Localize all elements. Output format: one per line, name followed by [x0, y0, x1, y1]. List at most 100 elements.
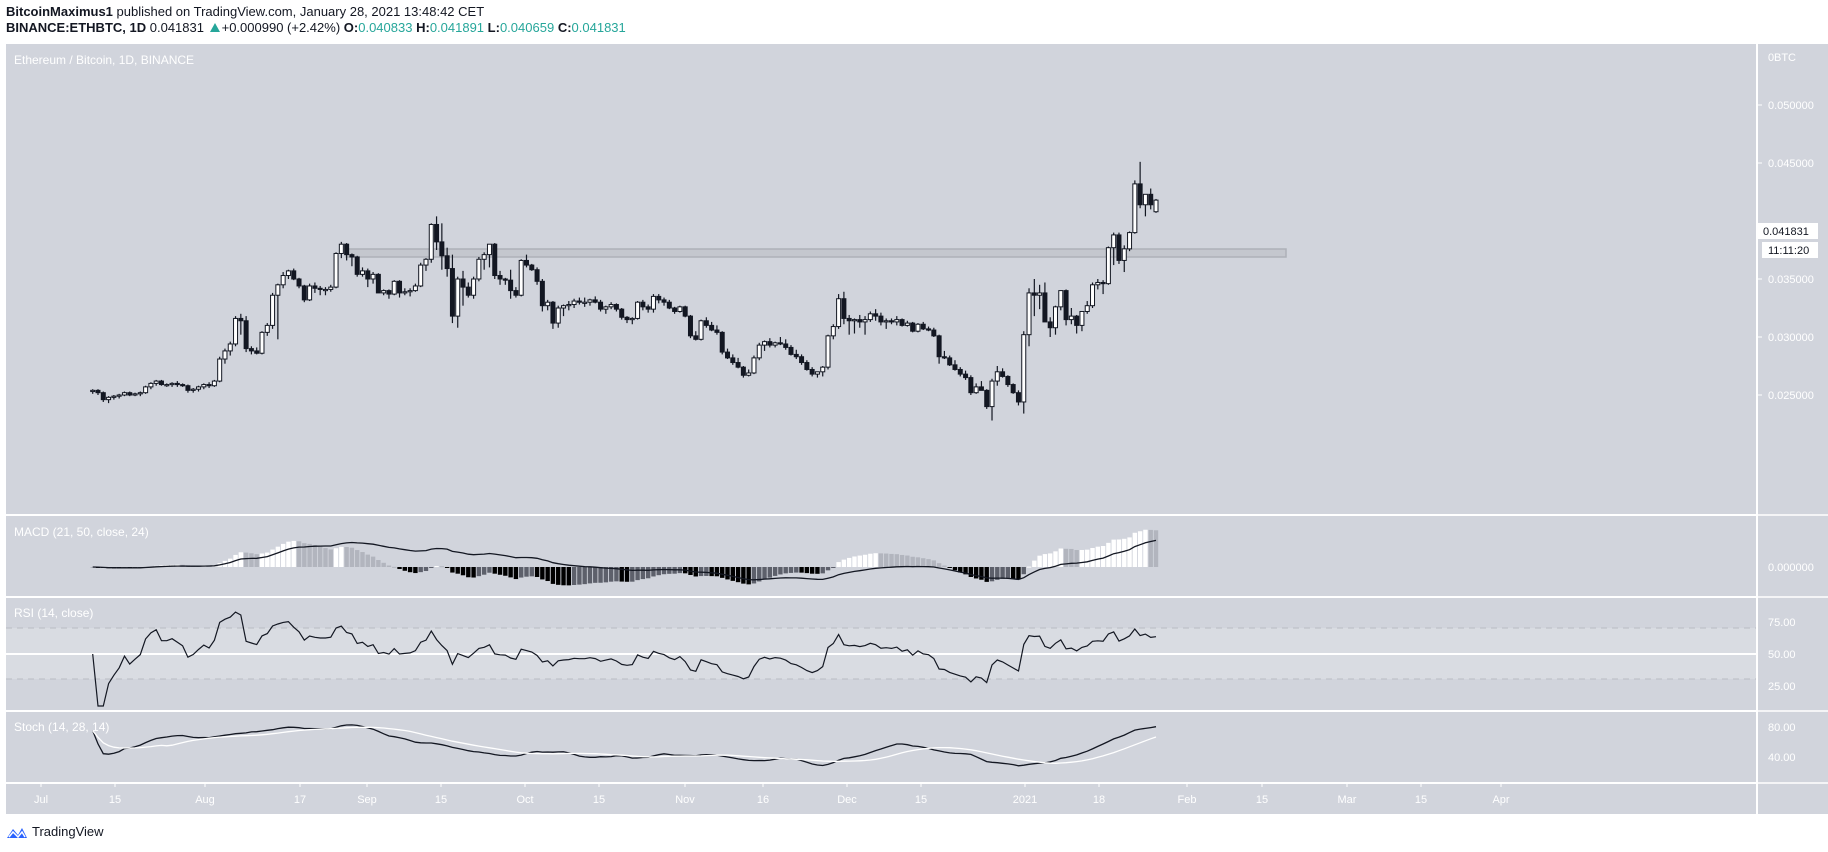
- candle: [957, 368, 963, 375]
- chart-canvas[interactable]: Ethereum / Bitcoin, 1D, BINANCE MACD (21…: [6, 44, 1828, 814]
- candle: [434, 223, 440, 243]
- candle: [1042, 292, 1048, 323]
- candle: [381, 290, 387, 294]
- candle: [1121, 248, 1127, 261]
- chart-area[interactable]: Ethereum / Bitcoin, 1D, BINANCE MACD (21…: [6, 44, 1828, 814]
- macd-zero-label: 0.000000: [1768, 562, 1814, 574]
- candle: [550, 301, 556, 324]
- candle: [127, 392, 133, 396]
- candle: [566, 304, 572, 307]
- candle: [1068, 315, 1074, 321]
- candle: [449, 268, 455, 317]
- stoch-40-label: 40.00: [1768, 752, 1796, 764]
- candle: [1137, 183, 1143, 206]
- svg-text:Apr: Apr: [1492, 794, 1509, 806]
- candle: [539, 280, 545, 307]
- candle: [661, 299, 667, 303]
- rsi-label: RSI (14, close): [14, 606, 93, 620]
- candle: [296, 278, 302, 287]
- candle: [735, 362, 741, 368]
- candle: [814, 371, 820, 375]
- publish-text: published on TradingView.com, January 28…: [112, 4, 485, 19]
- countdown-label: 11:11:20: [1768, 245, 1809, 257]
- candle: [635, 301, 641, 319]
- candle: [963, 373, 969, 379]
- svg-text:Dec: Dec: [837, 794, 857, 806]
- candlestick-series[interactable]: [90, 161, 1159, 421]
- candle: [936, 335, 942, 358]
- stoch-pane[interactable]: [6, 712, 1756, 782]
- candle: [920, 323, 926, 330]
- pane-separators[interactable]: [6, 44, 1828, 814]
- candle: [857, 319, 863, 323]
- candle: [312, 285, 318, 289]
- candle: [227, 343, 233, 352]
- candle: [846, 317, 852, 322]
- candle: [598, 301, 604, 310]
- candle: [502, 278, 508, 281]
- candle: [809, 368, 815, 375]
- price-axis[interactable]: [1758, 44, 1828, 814]
- candle: [650, 295, 656, 310]
- candle: [328, 286, 334, 290]
- candle: [555, 307, 561, 324]
- candle: [317, 287, 323, 290]
- candle: [640, 301, 646, 308]
- candle: [132, 393, 138, 396]
- candle: [740, 366, 746, 376]
- candle: [1052, 306, 1058, 329]
- candle: [799, 356, 805, 364]
- stoch-80-label: 80.00: [1768, 722, 1796, 734]
- svg-text:18: 18: [1093, 794, 1105, 806]
- open-value: 0.040833: [358, 20, 413, 35]
- tradingview-logo-icon: [7, 827, 27, 838]
- candle: [116, 394, 122, 397]
- candle: [523, 259, 529, 266]
- candle: [1037, 292, 1043, 296]
- candle: [233, 317, 239, 345]
- candle: [492, 243, 498, 277]
- candle: [545, 301, 551, 307]
- candle: [952, 364, 958, 370]
- candle: [264, 324, 270, 333]
- candle: [423, 258, 429, 266]
- candle: [322, 288, 328, 292]
- candle: [397, 280, 403, 294]
- candle: [645, 306, 651, 310]
- candle: [534, 269, 540, 282]
- candle: [344, 243, 350, 256]
- candle: [904, 322, 910, 326]
- candle: [1000, 371, 1006, 377]
- candle: [476, 258, 482, 280]
- candle: [772, 342, 778, 346]
- candle: [709, 324, 715, 331]
- candle: [206, 384, 212, 387]
- last-price-marker: [1758, 223, 1818, 239]
- candle: [1010, 384, 1016, 394]
- candle: [820, 366, 826, 373]
- svg-text:Nov: Nov: [675, 794, 695, 806]
- candle: [238, 317, 244, 322]
- high-label: H:: [416, 20, 430, 35]
- tradingview-brand[interactable]: TradingView: [32, 824, 104, 839]
- price-pane[interactable]: [6, 44, 1756, 514]
- candle: [926, 328, 932, 331]
- author-name[interactable]: BitcoinMaximus1: [6, 4, 113, 19]
- candle: [746, 372, 752, 376]
- svg-text:0.045000: 0.045000: [1768, 158, 1814, 170]
- candle: [169, 382, 175, 386]
- time-axis[interactable]: [6, 784, 1756, 814]
- candle: [777, 342, 783, 345]
- candle: [767, 341, 773, 346]
- candle: [465, 286, 471, 296]
- candle: [561, 305, 567, 309]
- candle: [497, 275, 503, 280]
- svg-text:15: 15: [1415, 794, 1427, 806]
- high-value: 0.041891: [429, 20, 485, 35]
- candle: [137, 392, 143, 395]
- candle: [994, 371, 1000, 382]
- svg-text:0.: 0.: [1768, 52, 1777, 64]
- candle: [656, 295, 662, 301]
- svg-text:16: 16: [757, 794, 769, 806]
- candle: [682, 306, 688, 317]
